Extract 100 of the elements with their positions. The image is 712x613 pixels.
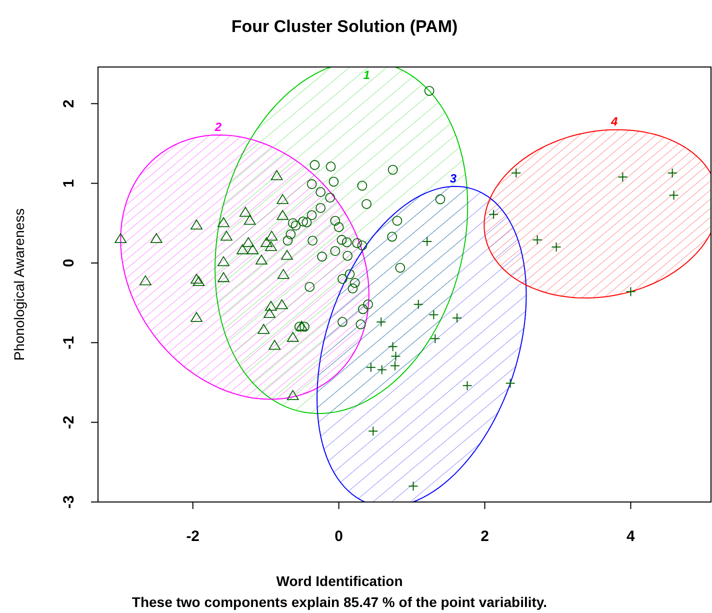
y-tick-label: 0	[60, 258, 78, 268]
point	[276, 194, 289, 204]
point	[220, 230, 232, 241]
point	[286, 390, 299, 400]
point	[352, 238, 362, 248]
point	[276, 299, 288, 310]
point	[626, 286, 636, 297]
point	[277, 268, 290, 279]
point	[242, 237, 254, 248]
point	[388, 164, 398, 175]
annotation: 4	[610, 114, 618, 129]
x-tick-label: -2	[186, 528, 200, 545]
x-tick-label: 0	[334, 528, 343, 545]
point	[334, 222, 344, 232]
point	[390, 360, 400, 371]
chart-title: Four Cluster Solution (PAM)	[231, 17, 458, 36]
point	[190, 312, 202, 322]
point	[294, 322, 304, 332]
point	[338, 274, 348, 284]
point	[413, 299, 424, 310]
point	[304, 282, 315, 292]
point	[348, 284, 358, 294]
point	[264, 308, 276, 318]
point	[265, 241, 277, 252]
annotation: 2	[214, 120, 222, 134]
point	[244, 214, 256, 225]
point	[308, 236, 318, 246]
x-axis-title: Word Identification	[276, 573, 403, 589]
point	[330, 246, 340, 256]
point	[276, 210, 289, 220]
point	[505, 378, 516, 388]
point	[150, 233, 162, 244]
point	[256, 254, 268, 265]
point	[342, 237, 352, 248]
point	[265, 300, 277, 311]
point	[218, 217, 230, 228]
point	[298, 216, 308, 227]
point	[310, 160, 320, 170]
point	[286, 229, 296, 240]
y-tick-label: -1	[60, 336, 78, 350]
point	[316, 203, 326, 213]
point	[350, 278, 360, 288]
point	[336, 234, 347, 245]
annotation: 1	[363, 68, 370, 82]
point	[288, 218, 298, 228]
x-tick-label: 2	[480, 528, 489, 545]
point	[268, 340, 281, 350]
point	[392, 216, 402, 226]
point	[325, 192, 336, 203]
point	[306, 210, 317, 220]
point	[532, 234, 542, 245]
point	[390, 351, 401, 362]
point	[286, 332, 299, 342]
point	[302, 217, 312, 228]
point	[328, 176, 339, 187]
text: These two components explain 85.47 % of the point variability.	[132, 594, 548, 610]
y-tick-label: 1	[60, 179, 78, 188]
point	[317, 252, 327, 262]
point	[363, 299, 373, 310]
point	[357, 180, 368, 191]
y-tick-label: 2	[60, 99, 78, 108]
point	[424, 86, 434, 96]
point	[306, 179, 317, 190]
point	[282, 236, 293, 246]
point	[338, 316, 348, 327]
annotation: 3	[450, 171, 457, 186]
point	[668, 190, 679, 200]
point	[270, 170, 283, 180]
point	[356, 319, 366, 330]
point	[395, 262, 406, 273]
point	[344, 269, 355, 280]
point	[114, 233, 127, 244]
y-axis-title: Phonological Awareness	[11, 208, 27, 361]
point	[190, 274, 202, 284]
point	[266, 230, 278, 241]
y-tick-label: -2	[60, 416, 78, 429]
y-tick-label: -3	[60, 495, 78, 509]
point	[260, 237, 273, 248]
point	[326, 162, 336, 172]
point	[300, 322, 310, 332]
point	[290, 220, 301, 230]
point	[358, 304, 368, 314]
point	[330, 216, 340, 226]
point	[366, 362, 376, 372]
point	[488, 209, 499, 220]
point	[281, 250, 293, 260]
point	[239, 206, 252, 217]
point	[316, 187, 326, 198]
point	[258, 324, 270, 334]
point	[388, 342, 398, 352]
point	[190, 220, 202, 230]
x-tick-label: 4	[626, 528, 636, 545]
point	[236, 244, 248, 254]
point	[408, 481, 418, 492]
point	[435, 194, 446, 204]
point	[192, 276, 205, 286]
point	[387, 232, 398, 242]
point	[357, 240, 368, 250]
point	[296, 320, 308, 331]
point	[342, 250, 353, 261]
